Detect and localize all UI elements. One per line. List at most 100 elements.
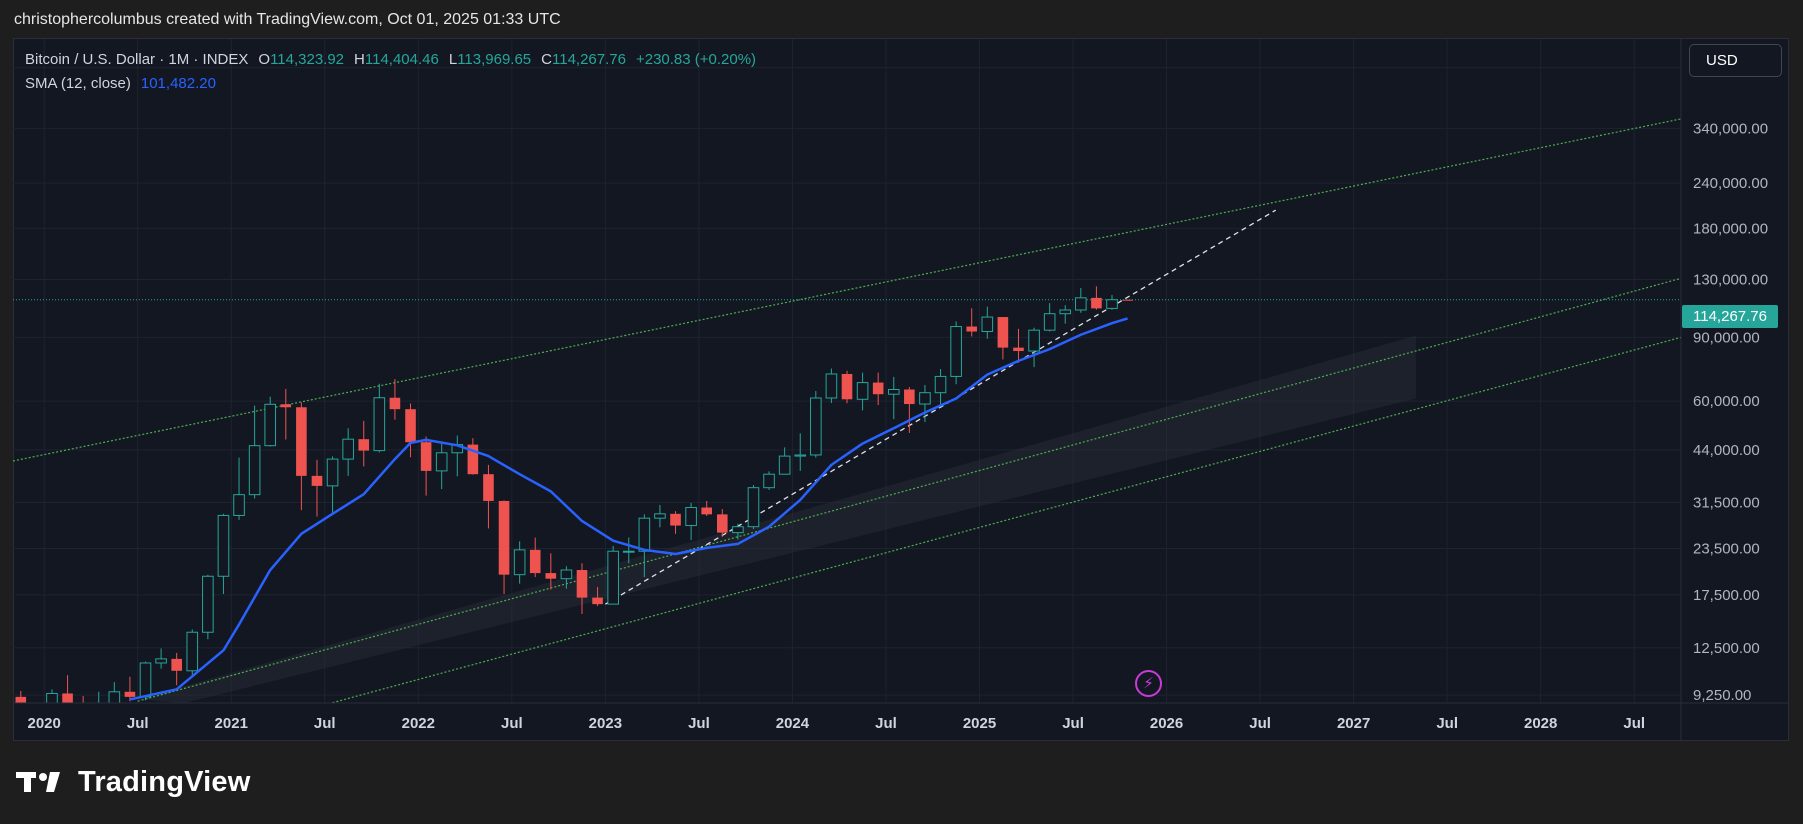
candle[interactable]: [887, 376, 900, 420]
candle[interactable]: [872, 372, 884, 406]
candle[interactable]: [435, 443, 448, 490]
y-tick-label: 9,250.00: [1693, 687, 1751, 704]
candle[interactable]: [560, 566, 573, 589]
candle[interactable]: [654, 504, 666, 528]
candle[interactable]: [810, 390, 822, 458]
candle[interactable]: [919, 384, 931, 423]
candle[interactable]: [467, 438, 479, 475]
candle[interactable]: [825, 368, 838, 403]
candle-body: [966, 326, 978, 332]
candle[interactable]: [997, 316, 1009, 360]
candle[interactable]: [342, 428, 354, 476]
candle[interactable]: [981, 306, 994, 339]
candle[interactable]: [451, 435, 464, 477]
candle[interactable]: [1122, 299, 1133, 301]
candle[interactable]: [78, 696, 89, 824]
candle[interactable]: [483, 464, 494, 529]
candle[interactable]: [950, 321, 962, 385]
dashed-trend-line[interactable]: [605, 209, 1277, 605]
candle[interactable]: [373, 383, 386, 453]
candle[interactable]: [1028, 327, 1040, 368]
candle-body: [685, 507, 697, 527]
candle[interactable]: [15, 690, 27, 749]
candle[interactable]: [124, 676, 136, 702]
candle[interactable]: [405, 403, 416, 458]
candle[interactable]: [685, 502, 697, 541]
candle[interactable]: [171, 652, 182, 686]
y-tick-label: 130,000.00: [1693, 272, 1768, 289]
candle[interactable]: [1059, 305, 1072, 324]
candle[interactable]: [202, 574, 214, 640]
candle[interactable]: [46, 689, 58, 741]
candle[interactable]: [498, 500, 510, 594]
candle[interactable]: [794, 433, 807, 471]
candle[interactable]: [389, 379, 401, 420]
candle-body: [124, 691, 136, 697]
candle[interactable]: [732, 523, 744, 540]
candle[interactable]: [934, 368, 947, 405]
candle[interactable]: [296, 402, 307, 511]
candle[interactable]: [186, 629, 199, 677]
candle[interactable]: [1013, 328, 1024, 363]
candle[interactable]: [1106, 294, 1118, 310]
candle[interactable]: [747, 484, 760, 530]
candle[interactable]: [93, 691, 104, 758]
candle[interactable]: [280, 389, 292, 440]
candle-body: [919, 392, 931, 405]
candle[interactable]: [326, 456, 339, 514]
candle[interactable]: [716, 509, 728, 537]
candle-body: [1075, 297, 1087, 311]
middle-channel-line[interactable]: [137, 277, 1681, 702]
lower-channel-line[interactable]: [325, 336, 1681, 704]
sma-polyline[interactable]: [129, 317, 1128, 701]
x-tick-label: Jul: [1249, 715, 1271, 732]
candle[interactable]: [701, 500, 713, 516]
candle-body: [78, 708, 89, 752]
x-tick-label: Jul: [127, 715, 149, 732]
upper-channel-line[interactable]: [13, 118, 1681, 462]
candle[interactable]: [545, 553, 557, 590]
candle[interactable]: [1043, 303, 1056, 332]
candle[interactable]: [966, 308, 978, 337]
y-tick-label: 12,500.00: [1693, 640, 1760, 657]
time-axis[interactable]: 2020 Jul 2021 Jul 2022 Jul 2023 Jul 2024 Jul 2025 J…: [27, 715, 1645, 732]
candle-body: [155, 658, 167, 664]
candle[interactable]: [233, 457, 245, 520]
price-axis[interactable]: 500,000.00340,000.00240,000.00180,000.00…: [1693, 60, 1768, 704]
high-label: H: [354, 51, 365, 68]
candle[interactable]: [763, 471, 775, 490]
candle[interactable]: [62, 675, 73, 709]
candle[interactable]: [670, 511, 681, 534]
candle[interactable]: [856, 372, 869, 411]
currency-button[interactable]: USD: [1689, 44, 1782, 77]
candle[interactable]: [513, 541, 526, 584]
candle-body: [139, 662, 152, 698]
grid-lines: [13, 39, 1681, 703]
candle[interactable]: [155, 648, 167, 669]
candle[interactable]: [638, 514, 651, 578]
sma-label[interactable]: SMA (12, close): [25, 75, 131, 92]
candle[interactable]: [1091, 286, 1102, 310]
candle-body: [46, 692, 58, 703]
candle[interactable]: [108, 682, 121, 716]
candle[interactable]: [576, 563, 588, 614]
candle[interactable]: [217, 513, 230, 594]
candle[interactable]: [1075, 287, 1087, 313]
candle[interactable]: [904, 387, 915, 433]
symbol-label[interactable]: Bitcoin / U.S. Dollar · 1M · INDEX: [25, 51, 249, 68]
candle[interactable]: [607, 545, 619, 605]
candle[interactable]: [311, 459, 323, 517]
candle-body: [981, 316, 994, 333]
x-tick-label: 2024: [776, 715, 810, 732]
candle[interactable]: [264, 396, 277, 447]
candle[interactable]: [358, 420, 370, 467]
candle[interactable]: [841, 370, 853, 404]
candle[interactable]: [529, 537, 541, 578]
candle[interactable]: [420, 436, 432, 496]
candle[interactable]: [778, 447, 791, 475]
bolt-icon[interactable]: ⚡: [1135, 670, 1162, 697]
candle[interactable]: [248, 405, 261, 499]
candle[interactable]: [592, 587, 603, 607]
candle[interactable]: [622, 537, 635, 564]
